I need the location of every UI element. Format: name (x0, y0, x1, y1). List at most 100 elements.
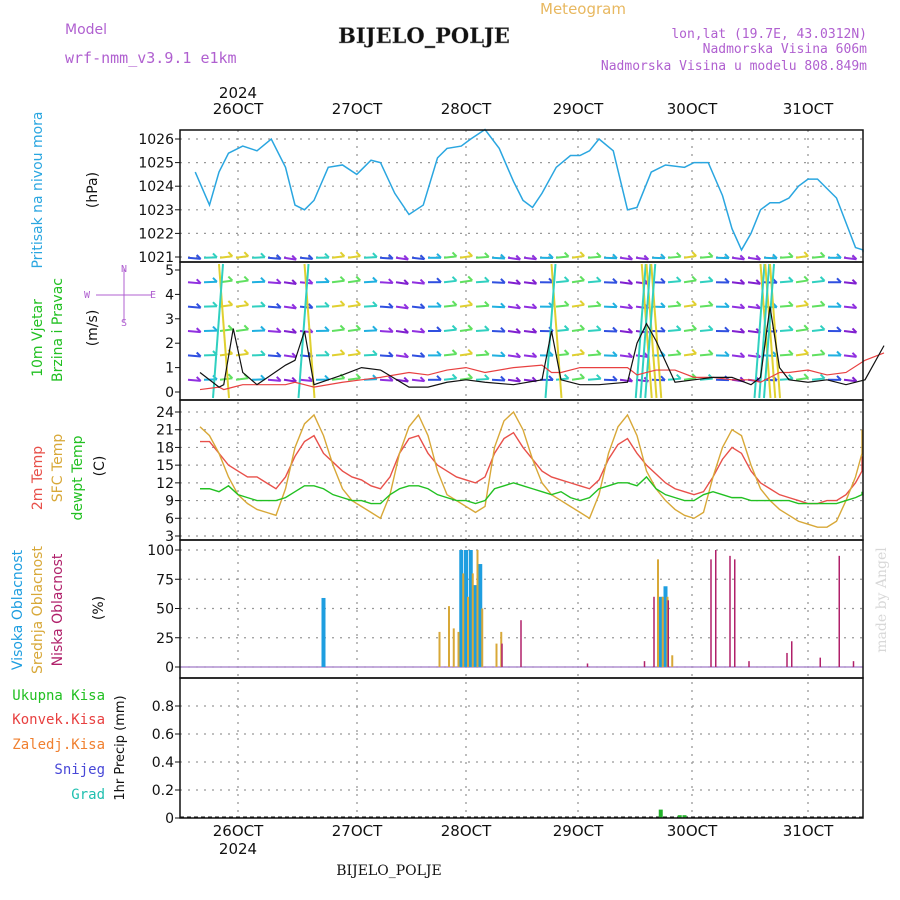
wind-arrow (587, 280, 601, 284)
wind-rose-legend: N W E S (84, 264, 156, 329)
wind-arrow-head (467, 300, 473, 306)
wind-arrow (347, 279, 361, 284)
wind-arrow-head (227, 251, 234, 257)
wind-arrow (555, 255, 569, 259)
wind-arrow-head (307, 278, 314, 285)
wind-arrow-head (339, 251, 346, 258)
wind-arrow-head (803, 251, 809, 257)
mid-cloud-bar (457, 631, 460, 667)
wind-arrow-head (596, 374, 602, 380)
temp-ytick-label: 21 (156, 423, 174, 439)
wind-speed-line (199, 306, 885, 388)
wind-arrow-head (403, 254, 409, 261)
wind-arrow-head (195, 254, 202, 260)
wind-arrow-head (819, 276, 826, 282)
wind-arrow-head (531, 278, 538, 285)
wind-arrow-head (660, 375, 666, 381)
wind-arrow (459, 352, 473, 357)
wind-arrow (347, 377, 361, 381)
wind-arrow (683, 255, 697, 259)
wind-arrow-head (324, 326, 330, 332)
wind-arrow (491, 305, 505, 309)
precip-bar (658, 809, 663, 818)
wind-arrow-head (403, 279, 409, 285)
wind-arrow (443, 279, 457, 284)
wind-arrow (491, 378, 505, 382)
wind-arrow (667, 280, 681, 284)
high-cloud-bar (321, 597, 326, 667)
wind-arrow-head (612, 375, 618, 382)
wind-arrow (795, 328, 809, 332)
wind-arrow-head (707, 276, 714, 282)
wind-arrow (811, 328, 825, 332)
wind-strip (639, 263, 652, 399)
wind-arrow (379, 354, 393, 358)
wind-arrow-head (467, 373, 473, 379)
wind-arrow-head (372, 252, 378, 258)
wind-arrow (843, 354, 857, 358)
wind-arrow (667, 353, 681, 357)
wind-arrow-head (500, 375, 506, 382)
wind-arrow-head (388, 278, 394, 284)
wind-arrow-head (788, 276, 794, 282)
precip-panel (180, 809, 863, 818)
wind-arrow-head (195, 351, 202, 358)
wind-arrow (779, 377, 793, 381)
wind-arrow (283, 378, 297, 383)
wind-arrow-head (436, 350, 442, 357)
wind-arrow (411, 281, 425, 285)
wind-arrow-head (307, 376, 314, 382)
mid-cloud-bar (471, 573, 474, 667)
wind-arrow (683, 303, 697, 308)
wind-arrow-head (403, 303, 409, 310)
wind-arrow-head (372, 301, 378, 307)
wind-arrow (731, 305, 745, 310)
precip-total-label: Ukupna Kisa (12, 688, 105, 704)
wind-arrow-head (788, 374, 794, 380)
low-cloud-bar (786, 652, 788, 667)
wind-arrow-head (803, 275, 809, 282)
wind-arrow-head (436, 301, 442, 308)
wind-arrow-head (355, 324, 361, 331)
temperature-panel (199, 410, 863, 528)
wind-arrow (683, 352, 697, 357)
wind-arrow (779, 304, 793, 308)
wind-arrow (507, 305, 521, 310)
wind-rose-w: W (84, 290, 91, 301)
wind-arrow-head (691, 275, 697, 282)
wind-arrow-head (451, 373, 458, 380)
wind-arrow-head (612, 302, 618, 308)
wind-arrow (571, 328, 585, 332)
low-cloud-bar (852, 661, 855, 667)
top-day-label: 27OCT (332, 100, 383, 118)
wind-arrow (235, 279, 249, 284)
mid-cloud-bar (657, 559, 659, 667)
precip-snowmelt-label: Zaledj.Kisa (12, 737, 105, 753)
wind-arrow-head (419, 278, 426, 285)
wind-arrow-head (851, 278, 858, 285)
wind-arrow-head (739, 352, 746, 358)
wind-arrow-head (212, 325, 218, 332)
wind-arrow-head (755, 303, 762, 309)
precip-ytick-label: 0 (165, 811, 174, 827)
wind-arrow-head (691, 324, 697, 330)
precip-conv-label: Konvek.Kisa (12, 712, 105, 728)
wind-arrow-head (851, 254, 858, 260)
wind-arrow-head (419, 327, 426, 334)
wind-arrow (267, 305, 281, 309)
wind-arrow (267, 256, 281, 260)
wind-arrow-head (355, 251, 361, 257)
wind-arrow-head (324, 350, 330, 356)
wind-ytick-label: 5 (165, 263, 174, 279)
wind-arrow (507, 354, 521, 359)
wind-arrow-head (803, 348, 809, 355)
wind-strip (297, 263, 310, 399)
wind-arrow-head (339, 275, 346, 282)
wind-arrow-head (355, 300, 361, 306)
wind-arrow-head (660, 326, 666, 333)
wind-arrow (363, 256, 377, 259)
wind-arrow-head (563, 373, 570, 380)
meteogram-label: Meteogram (540, 0, 626, 18)
wind-arrow-head (339, 300, 346, 306)
wind-arrow-head (851, 376, 858, 382)
